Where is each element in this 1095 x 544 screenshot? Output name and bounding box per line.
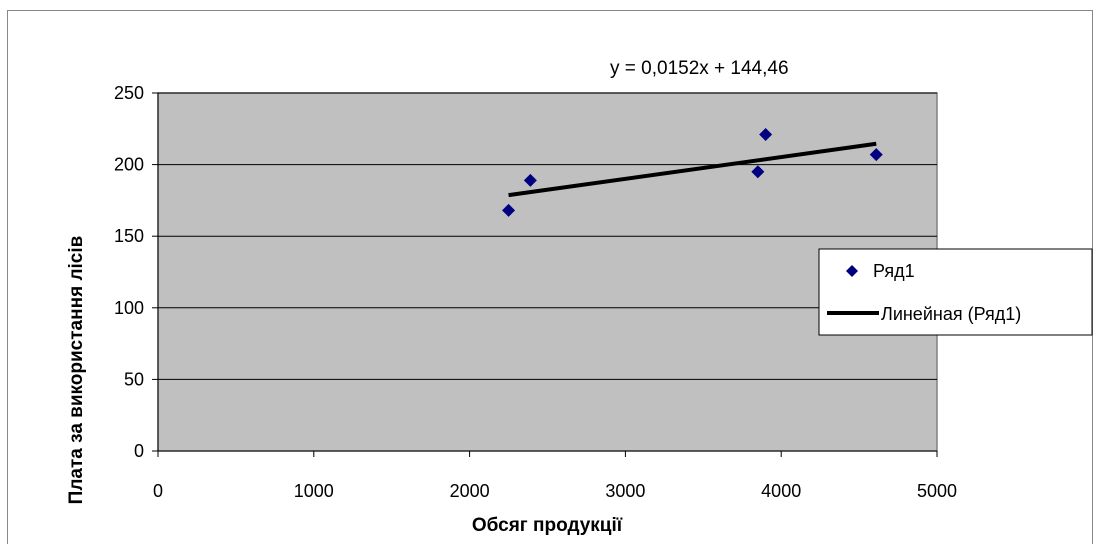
x-tick-label-4000: 4000 bbox=[761, 481, 801, 501]
y-axis-title: Плата за використання лісів bbox=[66, 236, 87, 505]
data-point-1 bbox=[502, 203, 516, 217]
trendline-equation: y = 0,0152x + 144,46 bbox=[610, 58, 789, 79]
data-point-4 bbox=[759, 128, 773, 142]
trendline-line bbox=[508, 141, 877, 198]
y-tick-labels: 0 50 100 150 200 250 bbox=[114, 83, 144, 461]
legend-trendline-label: Линейная (Ряд1) bbox=[881, 304, 1021, 324]
legend-box bbox=[818, 248, 1093, 336]
y-tick-label-200: 200 bbox=[114, 155, 144, 175]
x-tick-label-1000: 1000 bbox=[294, 481, 334, 501]
x-tick-label-2000: 2000 bbox=[450, 481, 490, 501]
data-point-3 bbox=[751, 165, 765, 179]
y-tick-label-50: 50 bbox=[124, 369, 144, 389]
x-tick-label-0: 0 bbox=[153, 481, 163, 501]
y-tick-label-150: 150 bbox=[114, 226, 144, 246]
trendline bbox=[508, 141, 877, 198]
y-tick-label-0: 0 bbox=[134, 441, 144, 461]
legend: Ряд1 Линейная (Ряд1) bbox=[818, 248, 1093, 336]
gridlines bbox=[158, 92, 937, 380]
x-tick-label-5000: 5000 bbox=[917, 481, 957, 501]
legend-series-label: Ряд1 bbox=[873, 261, 915, 281]
axes bbox=[152, 92, 938, 457]
y-tick-label-250: 250 bbox=[114, 83, 144, 103]
data-point-5 bbox=[869, 148, 883, 162]
legend-series-marker bbox=[846, 265, 858, 277]
x-axis-title: Обсяг продукції bbox=[472, 515, 623, 536]
scatter-points bbox=[502, 128, 883, 217]
y-tick-label-100: 100 bbox=[114, 298, 144, 318]
data-point-2 bbox=[523, 173, 537, 187]
x-tick-labels: 0 1000 2000 3000 4000 5000 bbox=[153, 481, 957, 501]
x-tick-label-3000: 3000 bbox=[605, 481, 645, 501]
